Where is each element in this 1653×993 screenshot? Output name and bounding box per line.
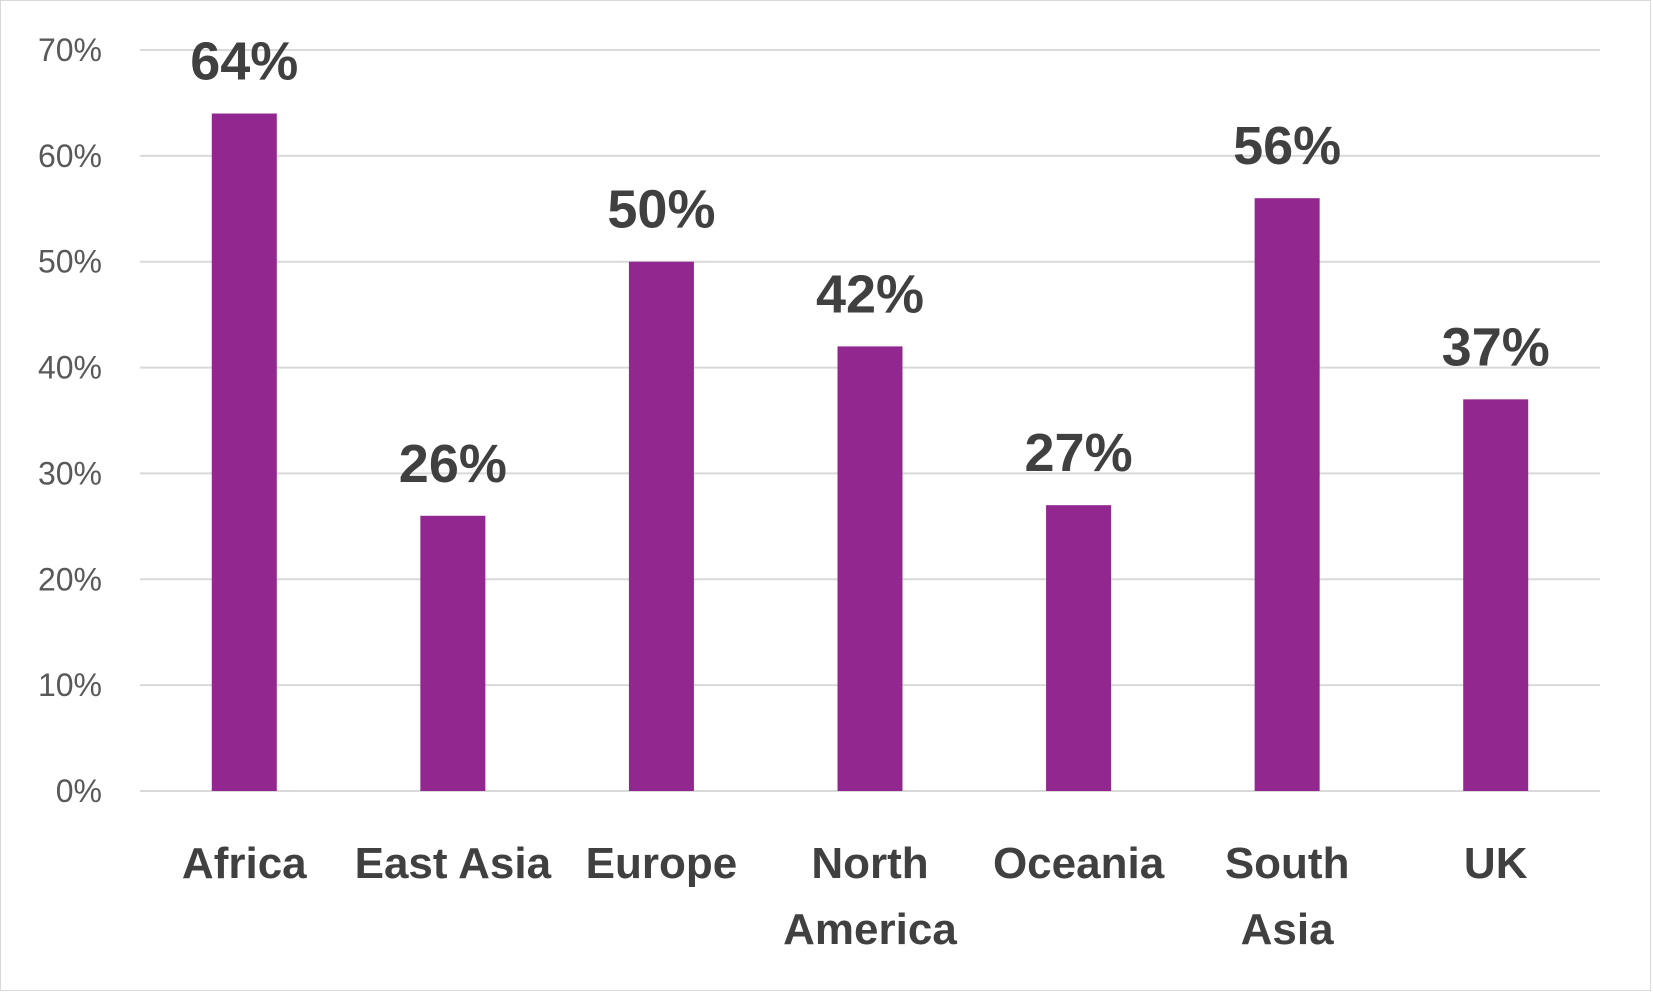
category-label: Africa [182, 839, 307, 888]
data-label: 27% [1025, 423, 1133, 483]
data-label: 37% [1442, 317, 1550, 377]
category-label-line: East Asia [355, 839, 552, 888]
category-label: UK [1464, 839, 1528, 888]
bars [211, 113, 1529, 791]
y-tick-label: 10% [38, 667, 102, 703]
bar [1254, 198, 1320, 791]
data-label: 26% [399, 434, 507, 494]
category-label-line: South [1225, 839, 1350, 888]
data-label: 64% [190, 32, 298, 92]
category-label-line: America [783, 905, 957, 954]
category-label: East Asia [355, 839, 552, 888]
y-axis-tick-labels: 0% 10% 20% 30% 40% 50% 60% 70% [38, 32, 102, 809]
data-label: 56% [1233, 116, 1341, 176]
y-tick-label: 40% [38, 350, 102, 386]
x-axis-category-labels: Africa East Asia Europe North America Oceania… [182, 839, 1528, 954]
category-label-line: Oceania [993, 839, 1165, 888]
y-tick-label: 70% [38, 32, 102, 68]
y-tick-label: 30% [38, 455, 102, 491]
bar [420, 515, 486, 791]
bar [628, 261, 694, 791]
bar [1463, 399, 1529, 791]
y-tick-label: 50% [38, 244, 102, 280]
y-tick-label: 20% [38, 561, 102, 597]
bar [837, 346, 903, 791]
y-tick-label: 0% [56, 773, 102, 809]
data-labels: 64% 26% 50% 42% 27% 56% 37% [190, 32, 1550, 494]
category-label-line: North [811, 839, 928, 888]
data-label: 50% [607, 180, 715, 240]
category-label: North America [783, 839, 957, 954]
category-label-line: UK [1464, 839, 1528, 888]
category-label-line: Asia [1241, 905, 1334, 954]
data-label: 42% [816, 264, 924, 324]
category-label-line: Africa [182, 839, 307, 888]
bar [1046, 505, 1112, 791]
category-label: Europe [586, 839, 738, 888]
category-label: South Asia [1225, 839, 1350, 954]
category-label-line: Europe [586, 839, 738, 888]
y-tick-label: 60% [38, 138, 102, 174]
bar [211, 113, 277, 791]
category-label: Oceania [993, 839, 1165, 888]
